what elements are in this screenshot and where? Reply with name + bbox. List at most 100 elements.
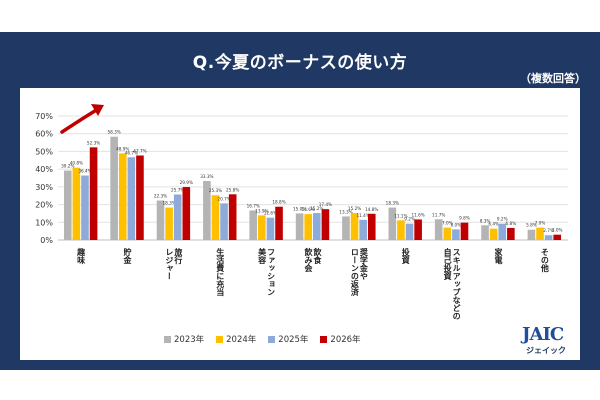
bar: [89, 147, 98, 240]
x-category-label: 趣味: [76, 247, 86, 265]
data-label: 6.0%: [451, 222, 462, 227]
bar: [321, 209, 330, 240]
bar: [118, 153, 127, 240]
x-category-label-line: 趣味: [76, 247, 86, 265]
x-category-label-line: 飲み会: [303, 247, 313, 273]
data-label: 18.8%: [272, 200, 285, 205]
bar: [173, 194, 182, 240]
data-label: 40.8%: [70, 161, 83, 166]
bar: [203, 181, 211, 240]
bar: [553, 234, 562, 240]
x-category-label: 投資: [401, 247, 410, 265]
y-tick-label: 20%: [35, 201, 53, 210]
chart-legend: 2023年 2024年 2025年 2026年: [164, 333, 361, 345]
bar: [481, 225, 489, 240]
data-label: 11.6%: [411, 212, 424, 217]
bar: [507, 227, 515, 240]
data-label: 11.1%: [394, 213, 407, 218]
data-label: 25.8%: [226, 187, 239, 192]
bar: [544, 235, 553, 240]
bar: [460, 222, 469, 240]
bar: [110, 136, 118, 240]
chart-panel: 0% 10% 20% 30% 40% 50% 60% 70% 39.2% 40.8% 36.4% 52…: [20, 88, 580, 360]
data-label: 16.7%: [247, 203, 260, 208]
company-logo: JAIC ジェイック: [522, 324, 578, 360]
data-label: 6.8%: [506, 221, 517, 226]
bar: [165, 207, 173, 240]
bar: [313, 213, 321, 240]
bar: [536, 227, 544, 240]
data-label: 3.0%: [552, 228, 563, 233]
x-category-label-line: 家電: [493, 247, 503, 265]
bar: [414, 219, 422, 240]
data-label: 9.2%: [404, 217, 415, 222]
bar: [211, 195, 220, 240]
bar: [489, 228, 498, 240]
legend-item: 2026年: [320, 333, 361, 345]
x-category-label: 貯金: [122, 247, 132, 265]
data-label: 33.3%: [200, 174, 213, 179]
logo-mark: JAIC: [522, 324, 564, 345]
y-tick-label: 70%: [35, 112, 53, 121]
y-tick-label: 30%: [35, 183, 53, 192]
data-label: 25.7%: [171, 187, 184, 192]
data-label: 9.2%: [497, 217, 508, 222]
legend-swatch: [216, 335, 224, 343]
bar: [72, 167, 81, 240]
x-category-label-line: 貯金: [122, 247, 132, 265]
legend-label: 2024年: [226, 335, 257, 345]
data-label: 36.4%: [78, 169, 91, 174]
data-label: 8.3%: [480, 218, 491, 223]
data-label: 17.4%: [319, 202, 332, 207]
data-label: 20.7%: [217, 196, 230, 201]
data-label: 5.8%: [526, 223, 537, 228]
x-category-label-line: ローンの返済: [349, 248, 359, 297]
legend-item: 2025年: [268, 333, 308, 345]
bar: [136, 155, 144, 240]
bar: [127, 157, 136, 240]
x-category-label-line: 奨学金や: [358, 247, 368, 281]
data-label: 58.3%: [107, 130, 120, 135]
legend-swatch: [268, 335, 276, 343]
bottom-margin: [0, 370, 600, 400]
y-tick-label: 10%: [35, 218, 53, 227]
data-label: 13.9%: [255, 208, 268, 213]
x-category-label-line: その他: [540, 248, 549, 273]
data-label: 11.7%: [432, 212, 445, 217]
bar: [266, 217, 275, 240]
bar: [228, 194, 237, 240]
bar: [63, 170, 72, 240]
x-category-label-line: スキルアップなどの: [452, 248, 461, 320]
bar: [359, 219, 367, 240]
data-label: 52.3%: [87, 140, 100, 145]
data-label: 14.8%: [365, 207, 378, 212]
bar: [275, 206, 283, 240]
data-label: 18.3%: [162, 201, 175, 206]
bar: [443, 227, 452, 240]
bar-chart: 0% 10% 20% 30% 40% 50% 60% 70% 39.2%40.8% 36.4% 52…: [35, 104, 568, 320]
x-category-label-line: 投資: [401, 247, 410, 265]
x-category-label-line: レジャー: [165, 248, 174, 280]
bar: [367, 213, 376, 240]
data-label: 13.3%: [339, 209, 352, 214]
bar: [258, 215, 266, 240]
logo-text: ジェイック: [526, 346, 566, 355]
data-label: 25.3%: [209, 188, 222, 193]
x-category-label: その他: [540, 248, 549, 273]
y-tick-label: 0%: [40, 236, 53, 245]
data-label: 47.7%: [133, 149, 146, 154]
bar: [342, 216, 350, 240]
bar: [156, 200, 165, 240]
bar: [350, 213, 359, 240]
data-label: 22.3%: [154, 193, 167, 198]
data-label: 6.4%: [488, 222, 499, 227]
bar: [249, 210, 258, 240]
data-label: 7.0%: [535, 221, 546, 226]
x-category-label: 家電: [493, 247, 503, 265]
data-label: 48.9%: [116, 146, 129, 151]
trend-arrow-head: [91, 104, 104, 116]
legend-item: 2024年: [216, 333, 256, 345]
legend-label: 2025年: [278, 335, 309, 345]
bar: [527, 229, 536, 240]
